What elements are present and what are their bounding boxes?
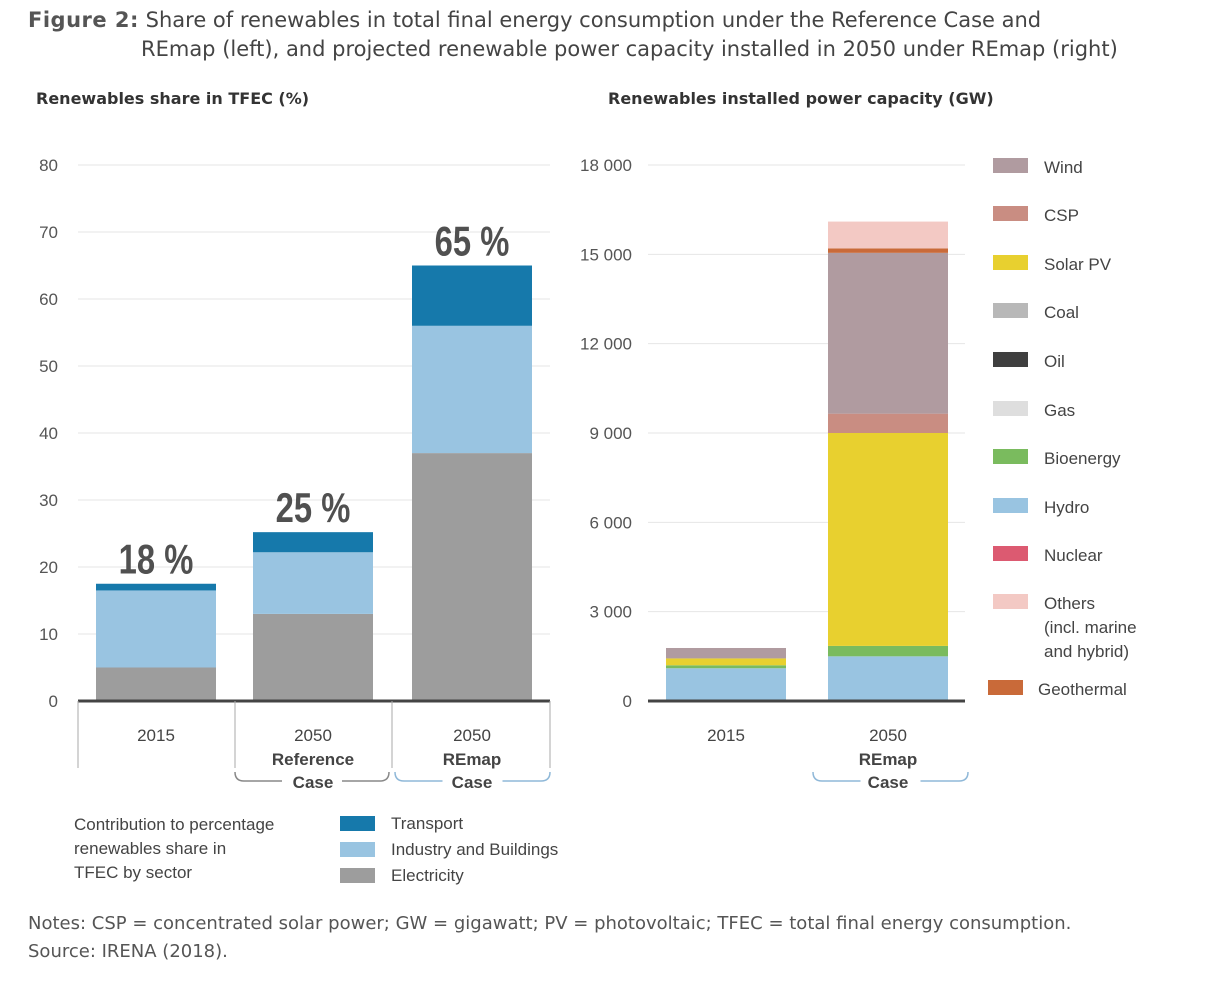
x-category-label: REmap: [443, 750, 502, 769]
x-category-label: Case: [452, 773, 493, 792]
legend-swatch: [993, 303, 1028, 318]
figure-caption-line2: REmap (left), and projected renewable po…: [141, 37, 1118, 61]
x-category-label: 2050: [869, 726, 907, 745]
source-line: Source: IRENA (2018).: [28, 941, 228, 962]
legend-title: TFEC by sector: [74, 863, 192, 882]
legend-swatch: [993, 401, 1028, 416]
legend-label: Others: [1044, 594, 1095, 613]
total-label: 65 %: [435, 218, 510, 265]
y-tick-label: 70: [39, 223, 58, 242]
y-tick-label: 10: [39, 625, 58, 644]
bar-segment: [412, 265, 532, 326]
y-tick-label: 3 000: [589, 603, 632, 622]
bracket: [502, 771, 551, 782]
bracket: [394, 771, 443, 782]
bar-segment: [253, 552, 373, 614]
y-tick-label: 0: [49, 692, 58, 711]
legend-swatch: [988, 680, 1023, 695]
y-tick-label: 60: [39, 290, 58, 309]
bar-segment: [666, 647, 786, 659]
legend-label: Gas: [1044, 401, 1075, 420]
legend-title: Contribution to percentage: [74, 815, 274, 834]
x-category-label: 2015: [137, 726, 175, 745]
legend-label: Electricity: [391, 866, 464, 885]
x-category-label: 2050: [453, 726, 491, 745]
legend-swatch: [340, 842, 375, 857]
bar-segment: [253, 532, 373, 553]
bar-segment: [828, 413, 948, 433]
bar-segment: [666, 658, 786, 666]
x-category-label: Reference: [272, 750, 354, 769]
figure-label: Figure 2:: [28, 8, 139, 32]
legend-label: Industry and Buildings: [391, 840, 558, 859]
bar-segment: [253, 613, 373, 701]
bar-segment: [96, 667, 216, 701]
figure-caption-line1: Share of renewables in total final energ…: [145, 8, 1042, 32]
legend-label: Transport: [391, 814, 463, 833]
x-category-label: 2050: [294, 726, 332, 745]
bar-segment: [828, 248, 948, 253]
y-tick-label: 40: [39, 424, 58, 443]
y-tick-label: 9 000: [589, 424, 632, 443]
legend-label: CSP: [1044, 206, 1079, 225]
total-label: 25 %: [276, 484, 351, 531]
legend-label: (incl. marine: [1044, 618, 1137, 637]
legend-label: Wind: [1044, 158, 1083, 177]
right-chart-title: Renewables installed power capacity (GW): [608, 89, 994, 108]
x-category-label: Case: [293, 773, 334, 792]
legend-label: Coal: [1044, 303, 1079, 322]
bracket: [812, 771, 861, 782]
y-tick-label: 15 000: [580, 245, 632, 264]
y-tick-label: 12 000: [580, 335, 632, 354]
bracket: [920, 771, 969, 782]
legend-swatch: [340, 816, 375, 831]
notes-line: Notes: CSP = concentrated solar power; G…: [28, 913, 1072, 934]
legend-label: Geothermal: [1038, 680, 1127, 699]
legend-label: and hybrid): [1044, 642, 1129, 661]
y-tick-label: 18 000: [580, 156, 632, 175]
x-category-label: Case: [868, 773, 909, 792]
legend-swatch: [993, 255, 1028, 270]
legend-swatch: [993, 546, 1028, 561]
bracket: [234, 771, 282, 782]
y-tick-label: 6 000: [589, 513, 632, 532]
y-tick-label: 20: [39, 558, 58, 577]
notes: Notes: CSP = concentrated solar power; G…: [28, 910, 1071, 966]
legend-swatch: [993, 449, 1028, 464]
legend-label: Oil: [1044, 352, 1065, 371]
bracket: [342, 771, 390, 782]
x-category-label: REmap: [859, 750, 918, 769]
y-tick-label: 0: [623, 692, 632, 711]
total-label: 18 %: [119, 536, 194, 583]
bar-segment: [828, 433, 948, 646]
bar-segment: [412, 325, 532, 454]
bar-segment: [96, 583, 216, 591]
y-tick-label: 80: [39, 156, 58, 175]
bar-segment: [412, 453, 532, 701]
legend-swatch: [993, 498, 1028, 513]
figure-caption: Figure 2: Share of renewables in total f…: [28, 6, 1198, 64]
legend-label: Solar PV: [1044, 255, 1112, 274]
legend-title: renewables share in: [74, 839, 226, 858]
y-tick-label: 50: [39, 357, 58, 376]
legend-swatch: [993, 206, 1028, 221]
bar-segment: [828, 221, 948, 249]
legend-label: Bioenergy: [1044, 449, 1121, 468]
legend-swatch: [993, 352, 1028, 367]
y-tick-label: 30: [39, 491, 58, 510]
x-category-label: 2015: [707, 726, 745, 745]
bar-segment: [828, 252, 948, 414]
legend-swatch: [993, 594, 1028, 609]
bar-segment: [666, 665, 786, 669]
left-chart-title: Renewables share in TFEC (%): [36, 89, 310, 108]
legend-label: Hydro: [1044, 498, 1089, 517]
bar-segment: [666, 668, 786, 701]
bar-segment: [96, 590, 216, 668]
legend-label: Nuclear: [1044, 546, 1103, 565]
bar-segment: [828, 656, 948, 701]
legend-swatch: [340, 868, 375, 883]
legend-swatch: [993, 158, 1028, 173]
bar-segment: [828, 645, 948, 657]
